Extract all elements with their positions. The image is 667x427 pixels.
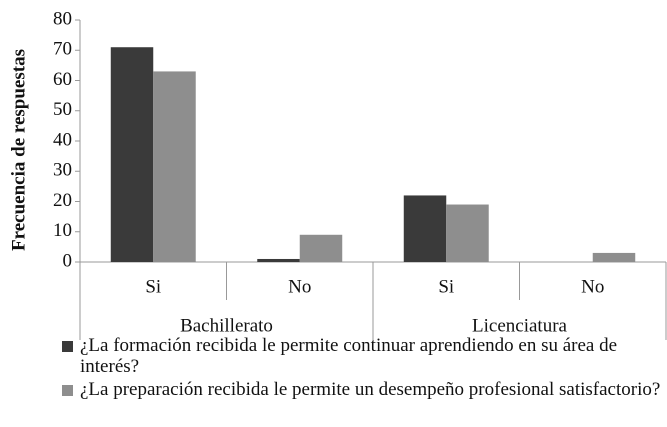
x-tick-label: Si bbox=[145, 276, 161, 297]
bar bbox=[153, 71, 196, 262]
bar bbox=[299, 234, 343, 262]
legend-item: ¿La preparación recibida le permite un d… bbox=[62, 379, 662, 400]
legend-item: ¿La formación recibida le permite contin… bbox=[62, 335, 662, 377]
y-tick-label: 40 bbox=[53, 129, 72, 150]
legend-label: ¿La preparación recibida le permite un d… bbox=[80, 379, 661, 400]
x-tick-label: Si bbox=[438, 276, 454, 297]
group-label: Bachillerato bbox=[180, 315, 273, 336]
y-tick-label: 80 bbox=[53, 8, 72, 29]
bar bbox=[446, 204, 489, 262]
legend-label: ¿La formación recibida le permite contin… bbox=[80, 335, 618, 377]
y-tick-label: 50 bbox=[53, 99, 72, 120]
y-tick-label: 30 bbox=[53, 160, 72, 181]
legend-swatch bbox=[62, 385, 73, 396]
bar bbox=[110, 47, 154, 262]
y-tick-label: 60 bbox=[53, 69, 72, 90]
x-tick-label: No bbox=[288, 276, 311, 297]
legend-swatch bbox=[62, 341, 73, 352]
x-tick-label: No bbox=[581, 276, 604, 297]
y-axis-title: Frecuencia de respuestas bbox=[8, 49, 29, 251]
y-tick-label: 70 bbox=[53, 39, 72, 60]
bar bbox=[592, 252, 636, 262]
y-tick-label: 20 bbox=[53, 190, 72, 211]
y-tick-label: 0 bbox=[63, 250, 73, 271]
bar bbox=[257, 258, 300, 262]
y-tick-label: 10 bbox=[53, 220, 72, 241]
bar bbox=[403, 195, 447, 262]
group-label: Licenciatura bbox=[472, 315, 568, 336]
